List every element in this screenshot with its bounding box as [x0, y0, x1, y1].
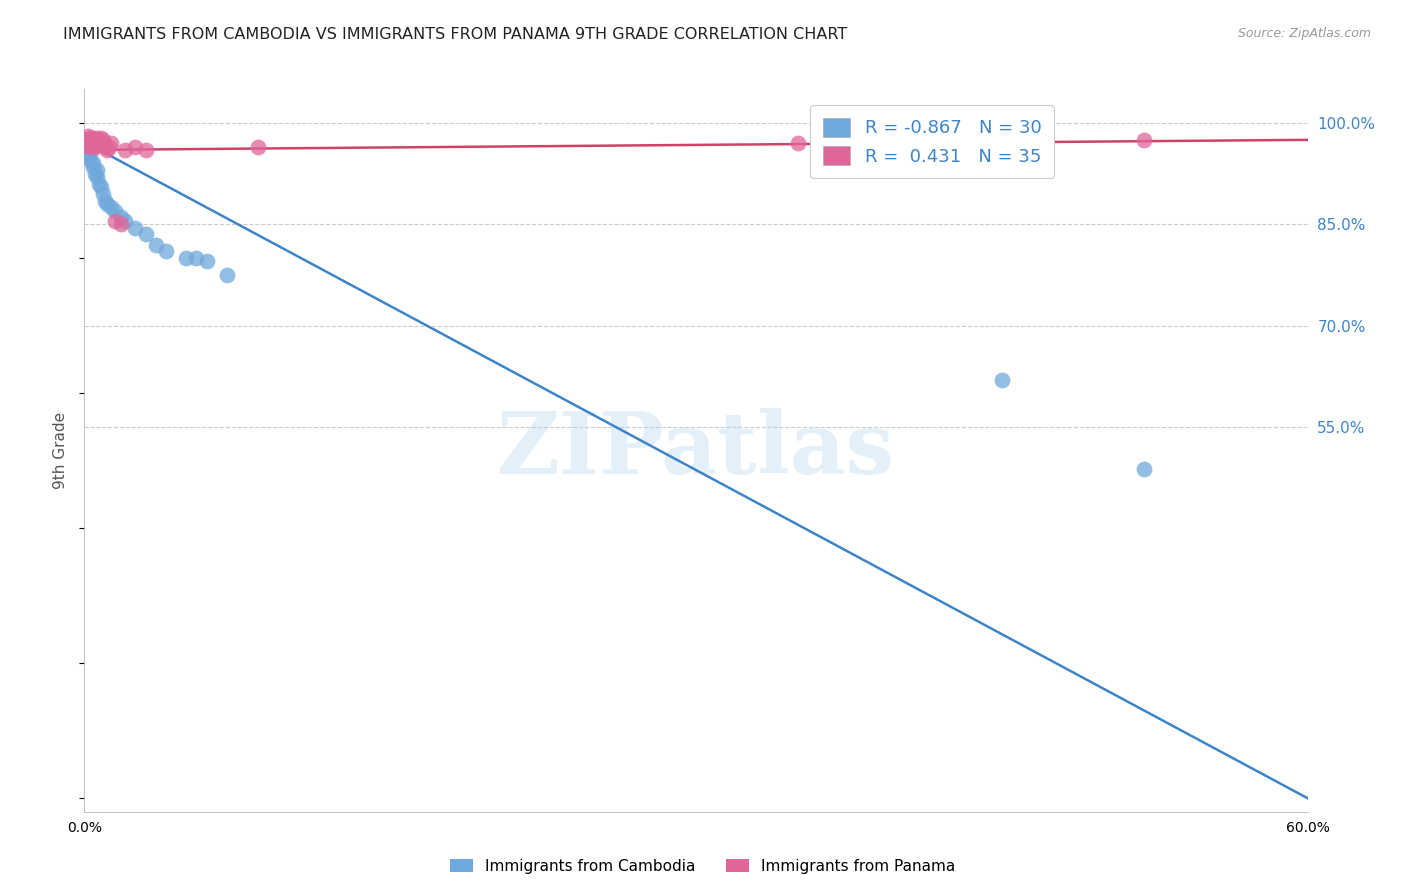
Point [217, 268, 239, 282]
Point [75, 139, 97, 153]
Point [77, 133, 100, 147]
Point [110, 217, 132, 231]
Point [195, 254, 218, 268]
Point [991, 373, 1014, 387]
Point [91, 133, 114, 147]
Point [83, 133, 105, 147]
Point [787, 136, 810, 151]
Legend: R = -0.867   N = 30, R =  0.431   N = 35: R = -0.867 N = 30, R = 0.431 N = 35 [810, 105, 1054, 178]
Point [114, 214, 136, 228]
Point [93, 137, 115, 152]
Point [79, 146, 101, 161]
Point [75, 133, 97, 147]
Point [77, 137, 100, 152]
Point [86, 131, 108, 145]
Point [93, 139, 115, 153]
Point [77, 143, 100, 157]
Point [83, 167, 105, 181]
Point [79, 139, 101, 153]
Point [135, 227, 157, 242]
Point [82, 135, 104, 149]
Point [114, 143, 136, 157]
Point [83, 139, 105, 153]
Point [86, 169, 108, 184]
Point [104, 203, 127, 218]
Point [86, 135, 108, 149]
Point [124, 220, 146, 235]
Point [83, 136, 105, 151]
Point [86, 163, 108, 178]
Point [186, 251, 208, 265]
Point [79, 153, 101, 167]
Point [155, 244, 177, 259]
Point [246, 139, 269, 153]
Point [86, 137, 108, 152]
Point [87, 136, 110, 151]
Point [82, 131, 104, 145]
Legend: Immigrants from Cambodia, Immigrants from Panama: Immigrants from Cambodia, Immigrants fro… [444, 853, 962, 880]
Point [145, 237, 167, 252]
Point [1133, 461, 1156, 475]
Point [174, 251, 197, 265]
Point [90, 131, 112, 145]
Point [90, 180, 112, 194]
Point [91, 136, 114, 151]
Point [82, 160, 104, 174]
Point [87, 133, 110, 147]
Text: Source: ZipAtlas.com: Source: ZipAtlas.com [1237, 27, 1371, 40]
Point [135, 143, 157, 157]
Point [97, 139, 120, 153]
Y-axis label: 9th Grade: 9th Grade [53, 412, 69, 489]
Point [100, 136, 122, 151]
Point [87, 177, 110, 191]
Point [79, 131, 101, 145]
Point [93, 194, 115, 208]
Point [75, 137, 97, 152]
Point [96, 143, 118, 157]
Point [91, 186, 114, 201]
Point [1133, 133, 1156, 147]
Text: ZIPatlas: ZIPatlas [496, 409, 896, 492]
Point [77, 150, 100, 164]
Point [110, 211, 132, 225]
Point [77, 129, 100, 144]
Point [79, 135, 101, 149]
Point [96, 197, 118, 211]
Point [124, 139, 146, 153]
Point [100, 200, 122, 214]
Point [104, 214, 127, 228]
Point [82, 156, 104, 170]
Point [75, 133, 97, 147]
Point [90, 135, 112, 149]
Text: IMMIGRANTS FROM CAMBODIA VS IMMIGRANTS FROM PANAMA 9TH GRADE CORRELATION CHART: IMMIGRANTS FROM CAMBODIA VS IMMIGRANTS F… [63, 27, 848, 42]
